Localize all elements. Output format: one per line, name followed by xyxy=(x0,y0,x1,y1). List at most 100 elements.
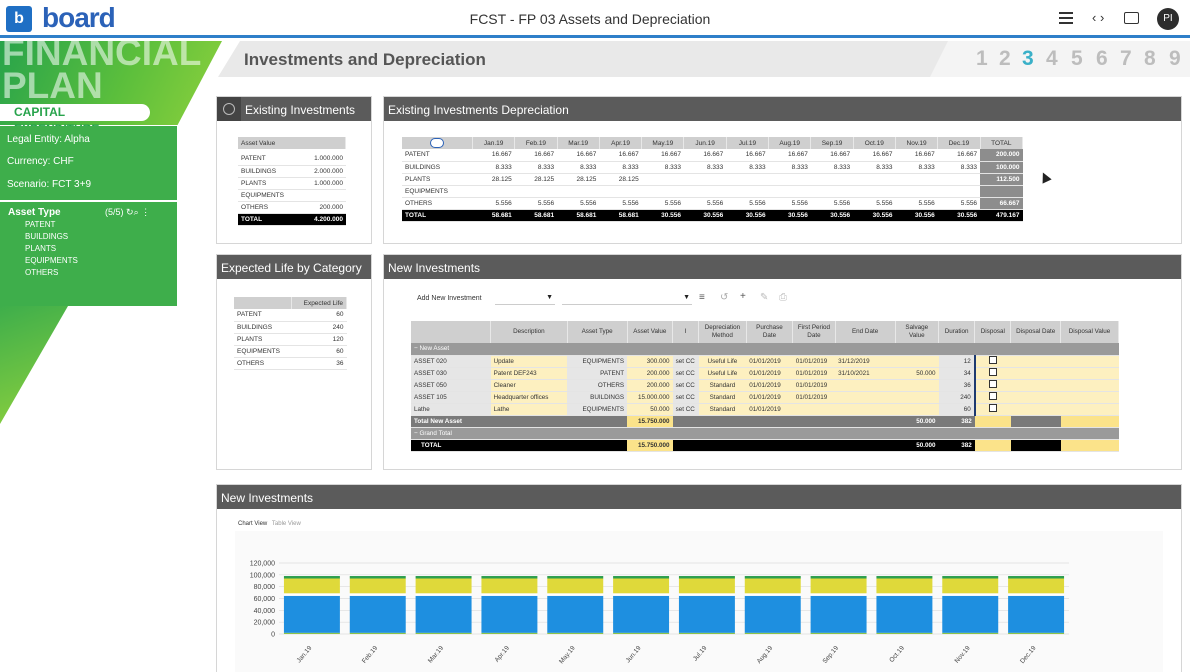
bar-segment[interactable] xyxy=(283,595,340,633)
bar-segment[interactable] xyxy=(1008,576,1065,579)
bar-segment[interactable] xyxy=(547,576,604,579)
bar-segment[interactable] xyxy=(415,576,472,579)
asset-type-cell[interactable]: OTHERS xyxy=(567,379,628,392)
end-date-cell[interactable] xyxy=(835,379,896,392)
expected-life-cell[interactable]: 36 xyxy=(291,357,347,370)
bar-segment[interactable] xyxy=(481,578,538,594)
bar-segment[interactable] xyxy=(415,595,472,633)
bar-segment[interactable] xyxy=(415,578,472,594)
tab-table-view[interactable]: Table View xyxy=(271,521,301,527)
bar-segment[interactable] xyxy=(349,593,406,596)
end-date-cell[interactable] xyxy=(835,403,896,416)
bar-segment[interactable] xyxy=(678,593,735,596)
filter-currency[interactable]: Currency: CHF xyxy=(7,156,74,167)
bar-segment[interactable] xyxy=(678,595,735,633)
disposal-value-cell[interactable] xyxy=(1060,379,1119,392)
expected-life-cell[interactable]: 60 xyxy=(291,309,347,322)
bar-segment[interactable] xyxy=(415,593,472,596)
export-icon[interactable]: ⎙ xyxy=(779,292,787,303)
avatar[interactable]: PI xyxy=(1157,8,1179,30)
disposal-date-cell[interactable] xyxy=(1010,403,1061,416)
step-2[interactable]: 2 xyxy=(999,47,1011,70)
bar-segment[interactable] xyxy=(481,576,538,579)
depreciation-method-cell[interactable]: Useful Life xyxy=(698,355,747,368)
end-date-cell[interactable]: 31/12/2019 xyxy=(835,355,896,368)
filter-scenario[interactable]: Scenario: FCT 3+9 xyxy=(7,179,92,190)
salvage-value-cell[interactable] xyxy=(895,403,939,416)
depreciation-method-cell[interactable]: Standard xyxy=(698,379,747,392)
bar-segment[interactable] xyxy=(876,595,933,633)
expected-life-cell[interactable]: 120 xyxy=(291,333,347,346)
asset-value-cell[interactable]: 200.000 xyxy=(627,379,673,392)
bar-segment[interactable] xyxy=(1008,632,1065,634)
bar-segment[interactable] xyxy=(810,595,867,633)
disposal-checkbox[interactable] xyxy=(989,380,998,388)
step-1[interactable]: 1 xyxy=(976,47,988,70)
description-cell[interactable]: Headquarter offices xyxy=(490,391,568,404)
salvage-value-cell[interactable] xyxy=(895,391,939,404)
disposal-value-cell[interactable] xyxy=(1060,355,1119,368)
asset-value-cell[interactable]: 50.000 xyxy=(627,403,673,416)
description-cell[interactable]: Update xyxy=(490,355,568,368)
bar-segment[interactable] xyxy=(613,578,670,594)
bar-segment[interactable] xyxy=(349,576,406,579)
set-cc-cell[interactable]: set CC xyxy=(672,355,699,368)
more-icon[interactable]: ⋮ xyxy=(141,207,151,217)
asset-value-cell[interactable]: 200.000 xyxy=(627,367,673,380)
step-7[interactable]: 7 xyxy=(1120,47,1132,70)
options-icon[interactable] xyxy=(430,138,444,148)
bar-segment[interactable] xyxy=(349,632,406,634)
end-date-cell[interactable] xyxy=(835,391,896,404)
depreciation-method-cell[interactable]: Standard xyxy=(698,403,747,416)
purchase-date-cell[interactable]: 01/01/2019 xyxy=(746,379,793,392)
add-investment-dropdown-2[interactable]: ▼ xyxy=(562,293,692,305)
asset-item[interactable]: BUILDINGS xyxy=(25,232,69,241)
tab-chart-view[interactable]: Chart View xyxy=(238,521,268,527)
disposal-date-cell[interactable] xyxy=(1010,391,1061,404)
bar-segment[interactable] xyxy=(678,576,735,579)
first-period-date-cell[interactable]: 01/01/2019 xyxy=(792,355,836,368)
disposal-date-cell[interactable] xyxy=(1010,367,1061,380)
expected-life-cell[interactable]: 240 xyxy=(291,321,347,334)
bar-segment[interactable] xyxy=(942,578,999,594)
refresh-icon[interactable]: ↻ xyxy=(126,207,134,217)
bar-segment[interactable] xyxy=(547,593,604,596)
bar-segment[interactable] xyxy=(283,576,340,579)
bar-segment[interactable] xyxy=(942,576,999,579)
bar-segment[interactable] xyxy=(481,595,538,633)
set-cc-cell[interactable]: set CC xyxy=(672,367,699,380)
step-3[interactable]: 3 xyxy=(1022,47,1034,70)
bar-segment[interactable] xyxy=(547,595,604,633)
depreciation-method-cell[interactable]: Standard xyxy=(698,391,747,404)
bar-segment[interactable] xyxy=(744,576,801,579)
bar-segment[interactable] xyxy=(810,593,867,596)
add-icon[interactable]: + xyxy=(740,291,746,302)
bar-segment[interactable] xyxy=(810,632,867,634)
bar-segment[interactable] xyxy=(415,632,472,634)
asset-value-cell[interactable]: 300.000 xyxy=(627,355,673,368)
step-4[interactable]: 4 xyxy=(1046,47,1058,70)
asset-item[interactable]: PATENT xyxy=(25,220,56,229)
bar-segment[interactable] xyxy=(1008,595,1065,633)
salvage-value-cell[interactable] xyxy=(895,379,939,392)
description-cell[interactable]: Patent DEF243 xyxy=(490,367,568,380)
bar-segment[interactable] xyxy=(547,578,604,594)
bar-segment[interactable] xyxy=(613,595,670,633)
menu-icon[interactable] xyxy=(1059,12,1073,27)
bar-segment[interactable] xyxy=(613,632,670,634)
asset-item[interactable]: OTHERS xyxy=(25,268,59,277)
disposal-checkbox[interactable] xyxy=(989,368,998,376)
bar-segment[interactable] xyxy=(744,578,801,594)
purchase-date-cell[interactable]: 01/01/2019 xyxy=(746,403,793,416)
bar-segment[interactable] xyxy=(547,632,604,634)
asset-value-cell[interactable]: 15.000.000 xyxy=(627,391,673,404)
salvage-value-cell[interactable] xyxy=(895,355,939,368)
bar-segment[interactable] xyxy=(1008,578,1065,594)
first-period-date-cell[interactable]: 01/01/2019 xyxy=(792,379,836,392)
asset-type-cell[interactable]: EQUIPMENTS xyxy=(567,403,628,416)
bar-segment[interactable] xyxy=(1008,593,1065,596)
purchase-date-cell[interactable]: 01/01/2019 xyxy=(746,355,793,368)
step-6[interactable]: 6 xyxy=(1096,47,1108,70)
set-cc-cell[interactable]: set CC xyxy=(672,391,699,404)
step-5[interactable]: 5 xyxy=(1071,47,1083,70)
